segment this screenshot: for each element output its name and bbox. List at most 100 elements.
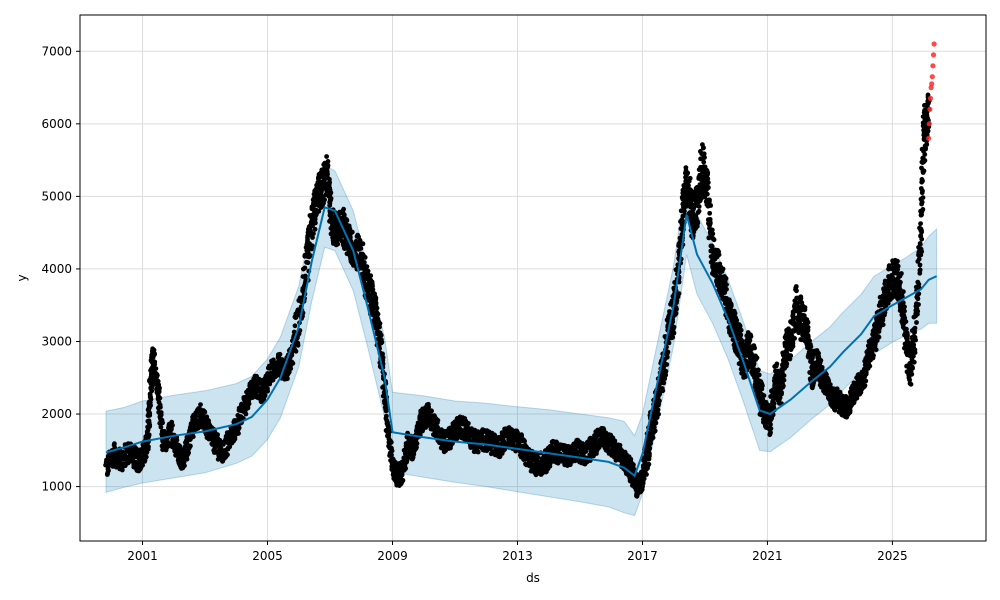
- observed-point: [819, 365, 825, 370]
- observed-point: [708, 203, 714, 208]
- observed-point: [696, 208, 702, 214]
- observed-point: [738, 327, 744, 333]
- observed-point: [647, 445, 653, 451]
- observed-point: [218, 446, 224, 452]
- observed-point: [327, 192, 333, 197]
- observed-point: [756, 367, 761, 373]
- observed-point: [709, 243, 715, 249]
- observed-point: [732, 311, 738, 316]
- observed-point: [157, 395, 163, 401]
- observed-point: [767, 427, 773, 432]
- observed-point: [358, 246, 364, 251]
- observed-points: [103, 92, 932, 499]
- observed-point: [655, 406, 660, 412]
- observed-point: [670, 331, 676, 336]
- observed-point: [522, 438, 527, 444]
- observed-point: [389, 445, 394, 451]
- observed-point: [671, 324, 677, 330]
- observed-point: [289, 359, 295, 365]
- observed-point: [311, 231, 316, 237]
- observed-point: [780, 383, 786, 389]
- observed-point: [302, 265, 308, 271]
- observed-point: [361, 279, 367, 285]
- observed-point: [414, 444, 419, 450]
- observed-point: [705, 170, 711, 176]
- observed-point: [739, 338, 745, 344]
- observed-point: [644, 472, 649, 477]
- observed-point: [737, 324, 743, 329]
- observed-point: [147, 410, 153, 416]
- observed-point: [383, 402, 389, 408]
- observed-point: [684, 172, 689, 178]
- observed-point: [665, 349, 671, 355]
- observed-point: [672, 312, 678, 317]
- observed-point: [686, 178, 692, 184]
- observed-point: [293, 348, 299, 354]
- observed-point: [369, 281, 375, 287]
- observed-point: [106, 468, 111, 474]
- observed-point: [232, 434, 238, 440]
- observed-point: [362, 255, 368, 260]
- observed-point: [802, 307, 808, 313]
- observed-point: [705, 180, 711, 185]
- observed-point: [291, 329, 297, 335]
- observed-point: [388, 439, 394, 445]
- observed-point: [806, 337, 811, 343]
- observed-point: [375, 311, 381, 317]
- observed-point: [448, 445, 453, 451]
- observed-point: [306, 232, 312, 238]
- observed-point: [773, 363, 779, 369]
- observed-point: [805, 328, 811, 334]
- observed-point: [334, 241, 340, 247]
- observed-point: [798, 337, 804, 342]
- observed-point: [349, 229, 355, 235]
- observed-point: [177, 444, 183, 450]
- observed-point: [792, 336, 797, 341]
- observed-point: [378, 340, 384, 346]
- observed-point: [702, 155, 707, 160]
- observed-point: [374, 305, 380, 311]
- observed-point: [322, 197, 327, 203]
- observed-point: [305, 250, 311, 255]
- observed-point: [243, 411, 249, 417]
- observed-point: [793, 285, 799, 291]
- observed-point: [663, 368, 669, 374]
- observed-point: [475, 449, 481, 455]
- observed-point: [805, 333, 811, 338]
- observed-point: [612, 438, 618, 444]
- observed-point: [682, 208, 687, 214]
- observed-point: [328, 210, 334, 216]
- observed-point: [657, 398, 662, 404]
- observed-point: [327, 187, 333, 193]
- observed-point: [573, 448, 579, 453]
- observed-point: [149, 388, 155, 394]
- observed-point: [742, 372, 747, 378]
- observed-point: [751, 361, 757, 366]
- observed-point: [182, 463, 187, 469]
- observed-point: [148, 394, 153, 400]
- observed-point: [324, 154, 329, 159]
- observed-point: [198, 402, 203, 407]
- observed-point: [289, 352, 295, 358]
- observed-point: [375, 316, 381, 322]
- observed-point: [723, 276, 729, 281]
- observed-point: [781, 377, 787, 383]
- observed-point: [313, 214, 318, 219]
- observed-point: [805, 324, 811, 330]
- observed-point: [377, 321, 383, 326]
- observed-point: [707, 210, 713, 216]
- observed-point: [798, 296, 804, 301]
- observed-point: [145, 446, 151, 452]
- observed-point: [236, 425, 242, 431]
- observed-point: [153, 366, 159, 371]
- observed-point: [340, 208, 346, 214]
- observed-point: [146, 433, 152, 439]
- observed-point: [787, 356, 793, 362]
- observed-point: [308, 253, 313, 259]
- observed-point: [734, 330, 739, 336]
- observed-point: [265, 388, 270, 394]
- observed-point: [713, 273, 719, 279]
- observed-point: [151, 347, 157, 353]
- observed-point: [715, 248, 721, 254]
- observed-point: [169, 423, 174, 429]
